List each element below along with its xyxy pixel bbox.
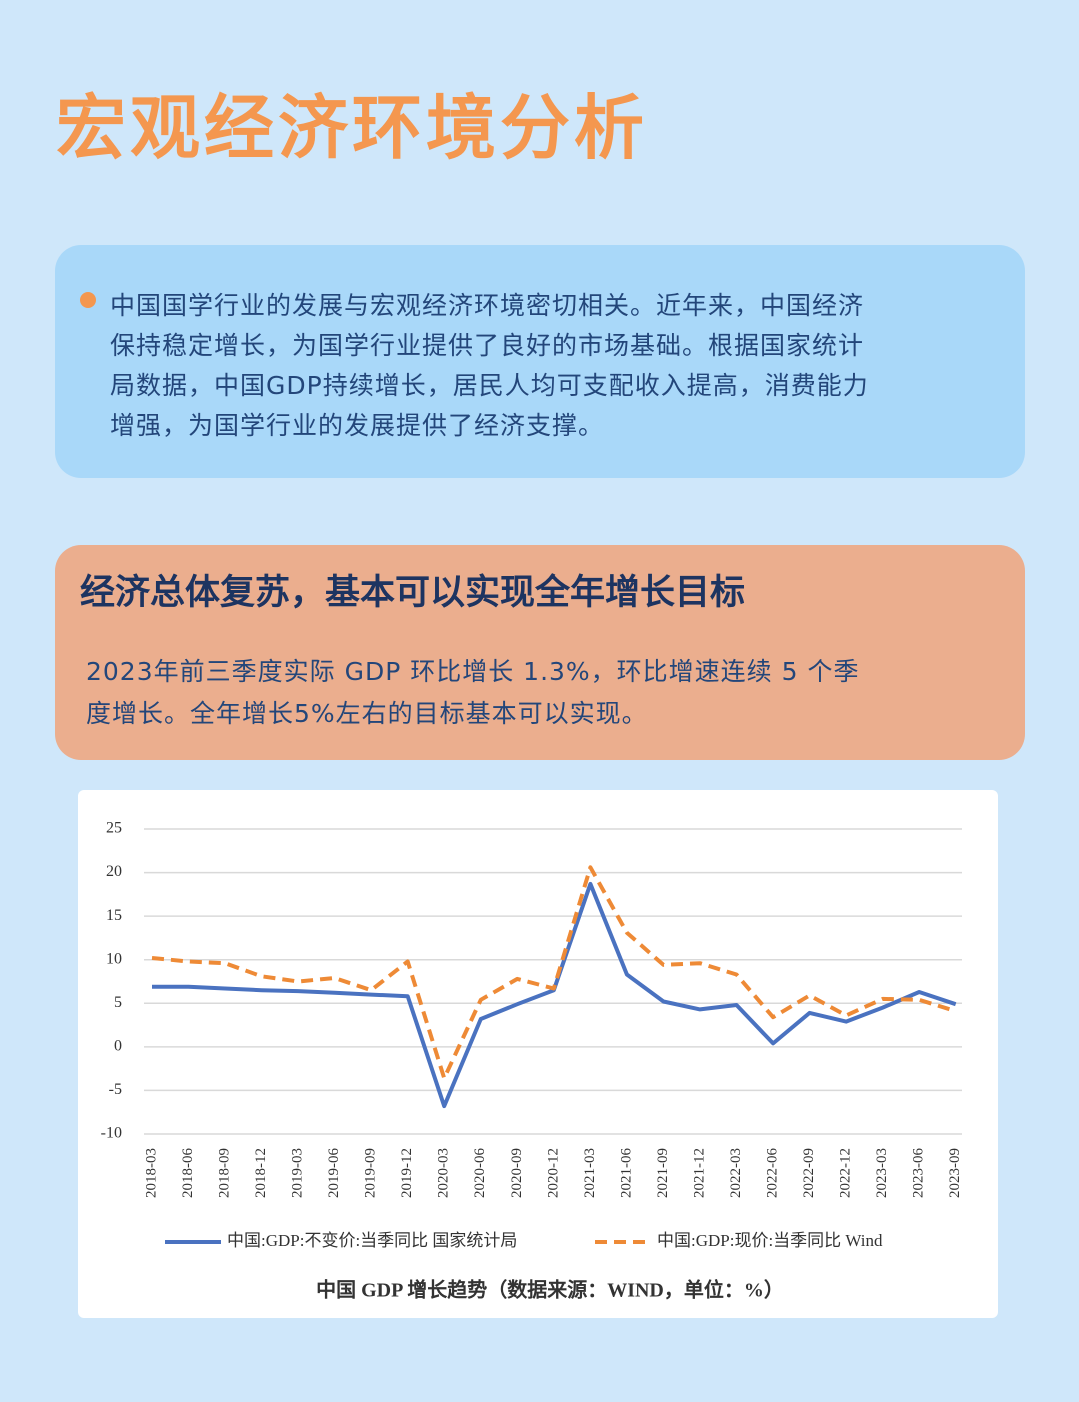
bullet bbox=[80, 292, 96, 308]
x-tick-label: 2020-12 bbox=[545, 1148, 561, 1198]
x-tick-label: 2023-06 bbox=[911, 1148, 927, 1198]
x-tick-label: 2020-09 bbox=[509, 1148, 525, 1198]
chart-panel: 中国 GDP 增长趋势（数据来源：WIND，单位：%） -10 -5 0 5 10 15 2… bbox=[78, 790, 998, 1318]
section-line: 度增长。全年增长5%左右的目标基本可以实现。 bbox=[86, 699, 648, 728]
x-tick-label: 2018-06 bbox=[180, 1148, 196, 1198]
page-title: 宏观经济环境分析 bbox=[56, 87, 648, 169]
section-box bbox=[55, 545, 1025, 760]
x-tick-label: 2021-09 bbox=[655, 1148, 671, 1198]
intro-line: 保持稳定增长，为国学行业提供了良好的市场基础。根据国家统计 bbox=[110, 331, 865, 360]
x-tick-label: 2021-03 bbox=[582, 1148, 598, 1198]
x-tick-label: 2022-03 bbox=[728, 1148, 744, 1198]
x-tick-label: 2018-09 bbox=[216, 1148, 232, 1198]
x-tick-label: 2022-12 bbox=[838, 1148, 854, 1198]
x-tick-label: 2019-12 bbox=[399, 1148, 415, 1198]
y-tick-label: 10 bbox=[106, 950, 122, 967]
section-heading: 经济总体复苏，基本可以实现全年增长目标 bbox=[80, 573, 746, 613]
intro-line: 局数据，中国GDP持续增长，居民人均可支配收入提高，消费能力 bbox=[110, 371, 869, 400]
x-tick-label: 2019-09 bbox=[363, 1148, 379, 1198]
x-tick-label: 2023-09 bbox=[947, 1148, 963, 1198]
x-tick-label: 2023-03 bbox=[874, 1148, 890, 1198]
intro-box bbox=[55, 245, 1025, 478]
x-tick-label: 2022-06 bbox=[764, 1148, 780, 1198]
y-tick-label: -5 bbox=[109, 1081, 122, 1098]
legend-label: 中国:GDP:现价:当季同比 Wind bbox=[657, 1231, 883, 1250]
y-tick-label: 20 bbox=[106, 863, 122, 880]
legend-label: 中国:GDP:不变价:当季同比 国家统计局 bbox=[227, 1231, 517, 1250]
y-tick-label: 0 bbox=[114, 1038, 122, 1055]
chart-caption: 中国 GDP 增长趋势（数据来源：WIND，单位：%） bbox=[316, 1278, 784, 1302]
x-tick-label: 2020-03 bbox=[436, 1148, 452, 1198]
intro-line: 增强，为国学行业的发展提供了经济支撑。 bbox=[110, 411, 605, 440]
x-tick-label: 2019-03 bbox=[290, 1148, 306, 1198]
series-line bbox=[152, 881, 957, 1109]
x-tick-label: 2022-09 bbox=[801, 1148, 817, 1198]
x-tick-label: 2021-06 bbox=[618, 1148, 634, 1198]
x-tick-label: 2020-06 bbox=[472, 1148, 488, 1198]
intro-line: 中国国学行业的发展与宏观经济环境密切相关。近年来，中国经济 bbox=[110, 291, 865, 320]
x-tick-label: 2018-03 bbox=[143, 1148, 159, 1198]
x-tick-label: 2018-12 bbox=[253, 1148, 269, 1198]
y-tick-label: -10 bbox=[101, 1125, 122, 1142]
series-line bbox=[151, 865, 957, 1081]
x-tick-label: 2021-12 bbox=[691, 1148, 707, 1198]
y-tick-label: 25 bbox=[106, 820, 122, 837]
section-line: 2023年前三季度实际 GDP 环比增长 1.3%，环比增速连续 5 个季 bbox=[86, 657, 860, 686]
y-tick-label: 5 bbox=[114, 994, 122, 1011]
x-tick-label: 2019-06 bbox=[326, 1148, 342, 1198]
y-tick-label: 15 bbox=[106, 907, 122, 924]
chart: 中国 GDP 增长趋势（数据来源：WIND，单位：%） -10 -5 0 5 10 15 2… bbox=[101, 820, 963, 1302]
